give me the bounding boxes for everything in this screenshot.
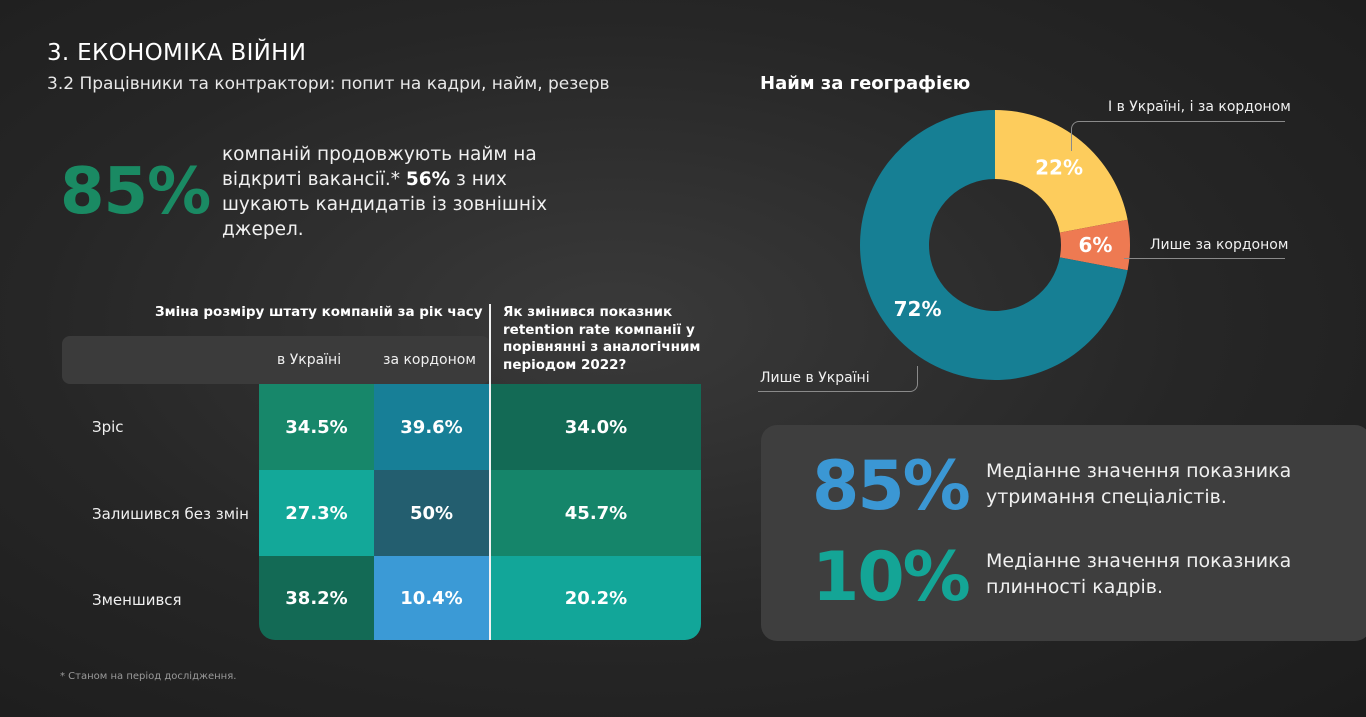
- cell-grew-abroad-value: 39.6%: [400, 416, 463, 438]
- row-label-grew: Зріс: [92, 418, 124, 436]
- stats-panel: [761, 425, 1366, 641]
- cell-decreased-abroad: 10.4%: [374, 556, 489, 640]
- retention-column-title: Як змінився показник retention rate комп…: [503, 304, 701, 373]
- slice-label-ukraine: 72%: [894, 297, 942, 321]
- cell-same-ukraine-value: 27.3%: [285, 502, 348, 524]
- cell-grew-ukraine: 34.5%: [259, 384, 374, 470]
- turnover-stat-text: Медіанне значення показника плинності ка…: [986, 550, 1292, 598]
- legend-label-abroad: Лише за кордоном: [1150, 237, 1289, 253]
- cell-decreased-ukraine: 38.2%: [259, 556, 374, 640]
- staff-table-title: Зміна розміру штату компаній за рік часу: [155, 304, 483, 320]
- cell-same-retention-value: 45.7%: [564, 502, 628, 524]
- cell-grew-abroad: 39.6%: [374, 384, 489, 470]
- col-header-ukraine: в Україні: [277, 352, 342, 368]
- slice-label-abroad: 6%: [1079, 233, 1113, 257]
- cell-same-retention: 45.7%: [491, 470, 701, 556]
- retention-stat-text: Медіанне значення показника утримання сп…: [986, 460, 1292, 508]
- page-subtitle: 3.2 Працівники та контрактори: попит на …: [47, 74, 610, 94]
- hiring-text-after: з них шукають кандидатів із зовнішніх дж…: [222, 168, 548, 240]
- cell-decreased-retention-value: 20.2%: [564, 587, 628, 609]
- col-header-abroad: за кордоном: [383, 352, 476, 368]
- cell-same-abroad-value: 50%: [409, 502, 454, 524]
- leader-line-both: [1071, 121, 1285, 151]
- chart-title: Найм за географією: [760, 73, 971, 94]
- page-title: 3. ЕКОНОМІКА ВІЙНИ: [47, 40, 307, 66]
- row-label-same: Залишився без змін: [92, 505, 249, 523]
- row-label-decreased: Зменшився: [92, 591, 182, 609]
- slice-label-both: 22%: [1035, 156, 1083, 180]
- footnote: * Станом на період дослідження.: [60, 671, 237, 682]
- hiring-text-before: компаній продовжують найм на відкриті ва…: [222, 144, 537, 190]
- donut-chart: 22% 6% 72%: [860, 110, 1130, 380]
- retention-stat-value: 85%: [812, 447, 971, 526]
- leader-line-abroad: [1124, 258, 1285, 259]
- slice-abroad: [1059, 219, 1130, 271]
- cell-grew-ukraine-value: 34.5%: [285, 416, 348, 438]
- cell-same-abroad: 50%: [374, 470, 489, 556]
- cell-same-ukraine: 27.3%: [259, 470, 374, 556]
- cell-decreased-ukraine-value: 38.2%: [285, 587, 348, 609]
- cell-grew-retention-value: 34.0%: [564, 416, 628, 438]
- cell-grew-retention: 34.0%: [491, 384, 701, 470]
- leader-line-ukraine: [758, 366, 918, 392]
- legend-label-both: І в Україні, і за кордоном: [1108, 99, 1291, 115]
- legend-label-ukraine: Лише в Україні: [760, 370, 870, 386]
- table-divider: [489, 304, 491, 640]
- hiring-text: компаній продовжують найм на відкриті ва…: [222, 143, 562, 243]
- slice-both: [995, 110, 1128, 233]
- cell-decreased-abroad-value: 10.4%: [400, 587, 463, 609]
- slice-ukraine: [860, 110, 1128, 380]
- cell-decreased-retention: 20.2%: [491, 556, 701, 640]
- turnover-stat-value: 10%: [812, 538, 971, 617]
- staff-table-cells: 34.5% 39.6% 34.0% 27.3% 50% 45.7% 38.2% …: [259, 384, 701, 640]
- hiring-highlight: 56%: [405, 168, 451, 190]
- table-header-bar: [62, 336, 490, 384]
- hiring-big-value: 85%: [60, 155, 211, 229]
